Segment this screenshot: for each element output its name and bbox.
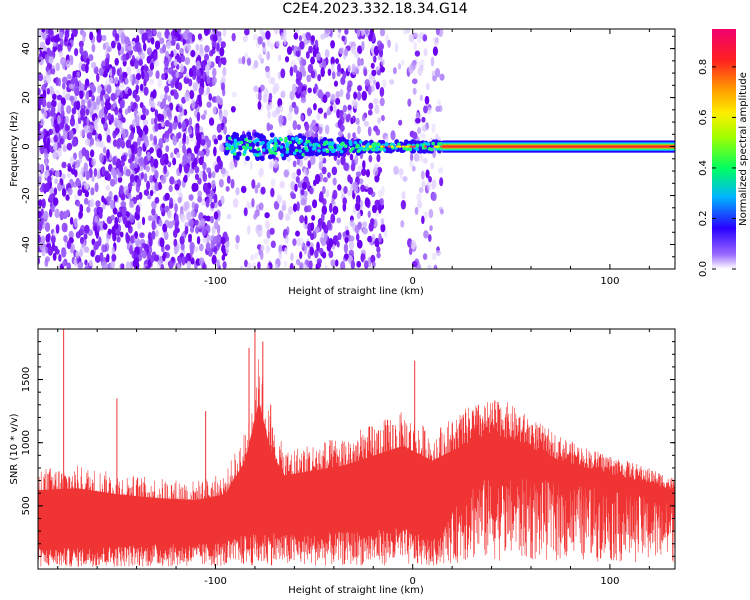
colorbar-tick-label: 0.6 (698, 109, 709, 125)
spectrogram-axes: -100 0 100 -40 -20 0 20 40 (21, 29, 675, 287)
x-tick-label: 100 (600, 576, 619, 587)
x-tick-label: 0 (410, 276, 416, 287)
colorbar: 0.0 0.2 0.4 0.6 0.8 Normalized spectral ampl… (698, 29, 749, 277)
signal-core (442, 145, 675, 148)
y-tick-label: 0 (21, 143, 32, 149)
y-tick-label: 500 (21, 496, 32, 515)
snr-panel: -100 0 100 500 1000 1500 Height of straight l… (9, 328, 676, 596)
snr-frame (37, 328, 676, 570)
colorbar-tick-label: 0.2 (698, 211, 709, 227)
x-tick-label: 0 (410, 576, 416, 587)
y-tick-label: 40 (21, 42, 32, 55)
y-tick-label: 20 (21, 91, 32, 104)
x-tick-label: -100 (204, 276, 227, 287)
spectrogram-x-axis-label: Height of straight line (km) (288, 286, 424, 297)
colorbar-label: Normalized spectral amplitude (738, 72, 749, 226)
y-tick-label: -40 (21, 236, 32, 252)
spectrogram-signal (223, 131, 675, 162)
spectrogram-panel: -100 0 100 -40 -20 0 20 40 Height of straight l… (9, 28, 676, 297)
colorbar-tick-label: 0.4 (698, 160, 709, 176)
spectrogram-y-axis-label: Frequency (Hz) (9, 111, 20, 187)
snr-y-axis-label: SNR (10 * v/v) (9, 413, 20, 484)
colorbar-tick-label: 0.8 (698, 59, 709, 75)
spectrogram-frame (37, 28, 676, 270)
colorbar-tick-label: 0.0 (698, 261, 709, 277)
y-tick-label: 1000 (21, 430, 32, 455)
chart-title: C2E4.2023.332.18.34.G14 (282, 1, 468, 17)
spectrogram-noise (38, 29, 445, 269)
y-tick-label: 1500 (21, 367, 32, 392)
snr-x-axis-label: Height of straight line (km) (288, 585, 424, 596)
x-tick-label: 100 (600, 276, 619, 287)
snr-axes: -100 0 100 500 1000 1500 (21, 328, 675, 587)
colorbar-gradient (712, 29, 736, 269)
y-tick-label: -20 (21, 187, 32, 203)
colorbar-ticks: 0.0 0.2 0.4 0.6 0.8 (698, 59, 736, 277)
x-tick-label: -100 (204, 576, 227, 587)
snr-series (38, 329, 675, 568)
snr-line (38, 359, 675, 568)
